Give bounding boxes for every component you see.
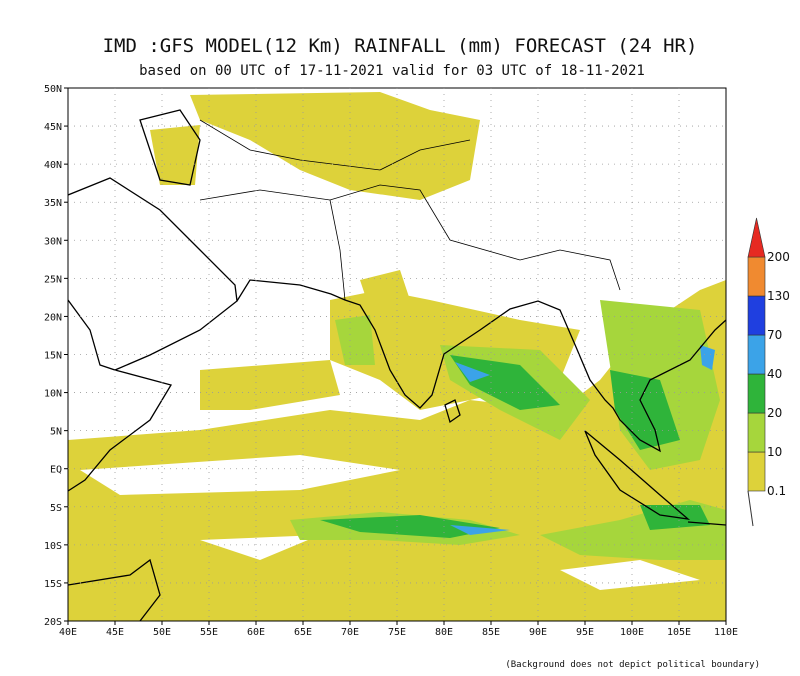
y-tick-label: 20N	[44, 312, 62, 323]
y-tick-label: 35N	[44, 198, 62, 209]
x-tick-label: 105E	[667, 627, 691, 638]
y-tick-label: 50N	[44, 84, 62, 95]
boundaries	[199, 119, 621, 301]
colorbar-label: 20	[767, 406, 782, 420]
y-tick-label: 15S	[44, 579, 62, 590]
colorbar-label: 130	[767, 289, 790, 303]
x-tick-label: 45E	[106, 627, 124, 638]
subtitle: based on 00 UTC of 17-11-2021 valid for …	[139, 63, 645, 79]
colorbar-segment	[747, 295, 766, 336]
footnote: (Background does not depict political bo…	[505, 660, 760, 670]
y-tick-label: 5N	[50, 427, 62, 438]
y-tick-label: 10S	[44, 541, 62, 552]
y-tick-label: 25N	[44, 274, 62, 285]
x-tick-label: 95E	[576, 627, 594, 638]
colorbar-segment	[747, 412, 766, 453]
rain-gaps	[80, 455, 700, 590]
y-tick-label: 5S	[50, 503, 62, 514]
y-tick-label: EQ	[50, 465, 62, 476]
colorbar-label: 40	[767, 367, 782, 381]
x-tick-label: 70E	[341, 627, 359, 638]
x-tick-label: 85E	[482, 627, 500, 638]
colorbar-segment	[747, 451, 766, 492]
x-tick-label: 80E	[435, 627, 453, 638]
colorbar-label: 0.1	[767, 484, 786, 498]
rain-very-heavy	[450, 345, 715, 535]
colorbar-label: 200	[767, 250, 790, 264]
colorbar-arrow	[747, 217, 766, 258]
x-tick-label: 40E	[59, 627, 77, 638]
x-tick-label: 65E	[294, 627, 312, 638]
y-tick-label: 10N	[44, 389, 62, 400]
colorbar: 0.1 10 20 40 70 130 200	[747, 217, 790, 527]
title: IMD :GFS MODEL(12 Km) RAINFALL (mm) FORE…	[103, 35, 698, 57]
colorbar-segment	[747, 256, 766, 297]
x-tick-label: 75E	[388, 627, 406, 638]
x-tick-label: 100E	[620, 627, 644, 638]
coastlines	[68, 109, 726, 621]
y-tick-label: 20S	[44, 617, 62, 628]
axes: 40E 45E 50E 55E 60E 65E 70E 75E 80E 85E 90E 95E 100E…	[44, 84, 738, 638]
colorbar-tail	[747, 490, 754, 527]
colorbar-segment	[747, 373, 766, 414]
x-tick-label: 60E	[247, 627, 265, 638]
y-tick-label: 15N	[44, 351, 62, 362]
y-tick-label: 40N	[44, 160, 62, 171]
x-tick-label: 50E	[153, 627, 171, 638]
x-tick-label: 55E	[200, 627, 218, 638]
map-area	[68, 88, 726, 621]
x-tick-label: 110E	[714, 627, 738, 638]
y-tick-label: 45N	[44, 122, 62, 133]
colorbar-label: 70	[767, 328, 782, 342]
colorbar-label: 10	[767, 445, 782, 459]
y-tick-label: 30N	[44, 236, 62, 247]
colorbar-segment	[747, 334, 766, 375]
x-tick-label: 90E	[529, 627, 547, 638]
